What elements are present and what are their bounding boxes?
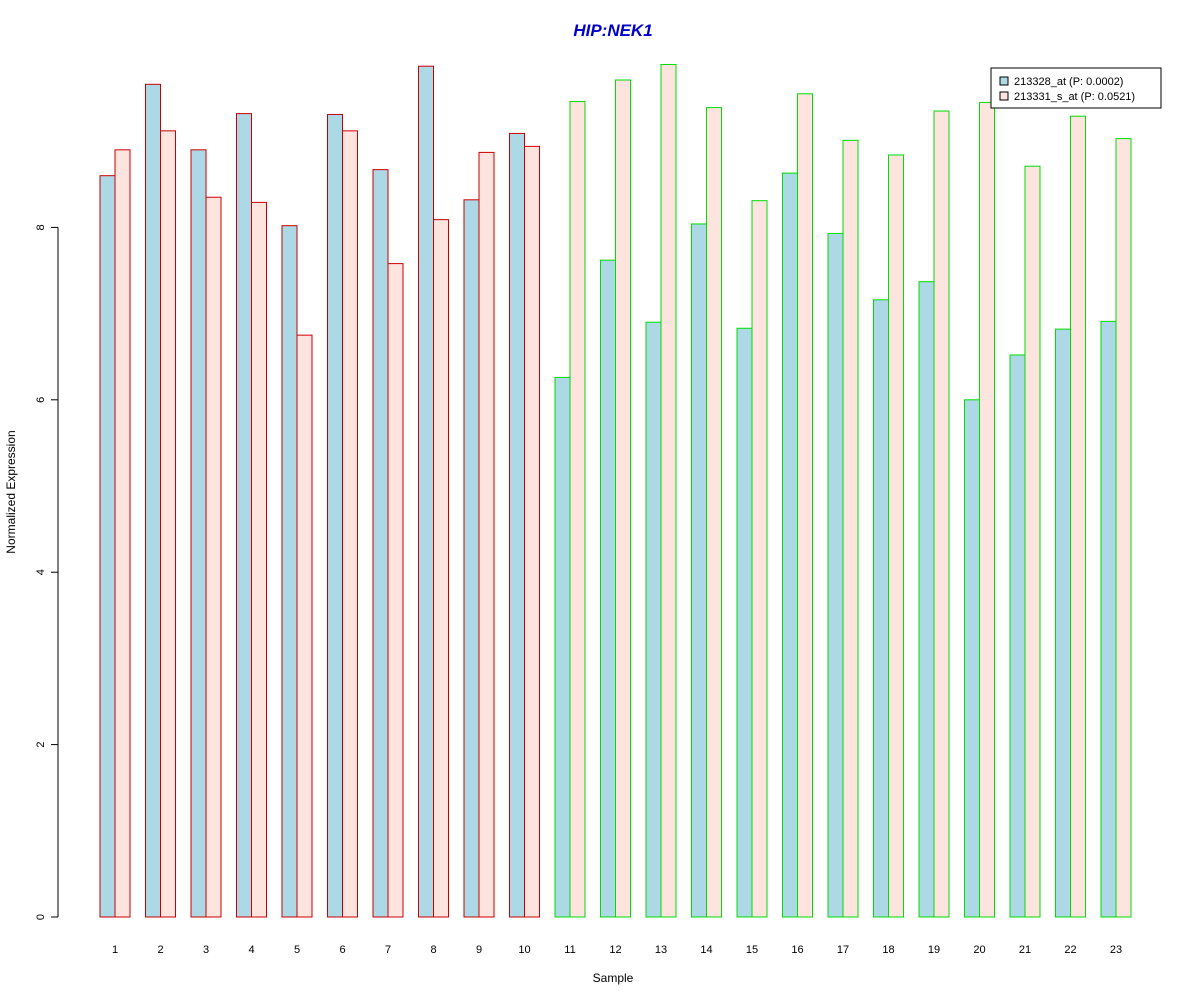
x-tick-label: 16: [791, 944, 803, 956]
bar-sample-2-series-2: [160, 130, 176, 918]
bar-sample-9-series-2: [478, 151, 495, 918]
bar-sample-17-series-1: [827, 232, 844, 918]
bar-sample-3-series-2: [205, 196, 222, 918]
bar-sample-14-series-1: [691, 223, 707, 918]
x-axis-label: Sample: [593, 971, 634, 985]
bar-sample-21-series-1: [1009, 354, 1026, 918]
bar-sample-23-series-1: [1100, 320, 1117, 918]
bar-sample-21-series-2: [1024, 165, 1041, 918]
bar-sample-10-series-1: [509, 132, 525, 918]
bar-sample-5-series-2: [296, 334, 313, 918]
y-tick-label: 0: [35, 914, 47, 920]
bar-sample-22-series-2: [1070, 115, 1086, 918]
bar-sample-13-series-1: [645, 321, 662, 918]
x-tick-label: 17: [837, 944, 849, 956]
bar-sample-7-series-2: [387, 263, 404, 918]
x-tick-label: 23: [1110, 944, 1122, 956]
legend: 213328_at (P: 0.0002) 213331_s_at (P: 0.0…: [990, 67, 1162, 109]
bar-sample-11-series-2: [569, 101, 586, 918]
x-tick-label: 2: [157, 944, 163, 956]
bar-sample-20-series-2: [979, 101, 995, 918]
bar-sample-5-series-1: [281, 225, 298, 918]
bar-sample-8-series-1: [418, 65, 434, 918]
y-tick-label: 8: [35, 224, 47, 230]
x-tick-label: 19: [928, 944, 940, 956]
bar-sample-3-series-1: [190, 149, 207, 918]
bar-sample-13-series-2: [660, 63, 677, 918]
bar-sample-4-series-2: [251, 201, 267, 918]
y-tick-label: 6: [35, 397, 47, 403]
bar-sample-11-series-1: [554, 376, 571, 918]
y-axis: 0 2 4 6 8: [35, 224, 59, 920]
x-tick-label: 11: [564, 944, 575, 956]
x-tick-label: 10: [518, 944, 530, 956]
x-tick-labels: 1 2 3 4 5 6 7 8 9 10 11 12 13 14 15 16 17 18 19 20 21 22 23: [112, 944, 1122, 956]
x-tick-label: 21: [1019, 944, 1031, 956]
x-tick-label: 22: [1064, 944, 1076, 956]
bar-sample-15-series-2: [751, 200, 768, 918]
bar-sample-18-series-1: [873, 299, 889, 918]
bar-sample-9-series-1: [463, 199, 480, 918]
x-tick-label: 7: [385, 944, 391, 956]
x-tick-label: 4: [248, 944, 254, 956]
legend-entry: 213328_at (P: 0.0002): [1014, 76, 1123, 88]
x-tick-label: 9: [476, 944, 482, 956]
bar-sample-23-series-2: [1115, 138, 1132, 918]
bar-sample-19-series-2: [933, 110, 950, 918]
legend-swatch: [999, 76, 1009, 86]
x-tick-label: 13: [655, 944, 667, 956]
x-tick-label: 15: [746, 944, 758, 956]
y-tick-label: 2: [35, 742, 47, 748]
x-tick-label: 18: [882, 944, 894, 956]
x-tick-label: 1: [112, 944, 118, 956]
legend-swatch: [999, 91, 1009, 101]
bar-sample-16-series-1: [782, 172, 798, 918]
bar-sample-7-series-1: [372, 169, 389, 918]
chart-title: HIP:NEK1: [573, 21, 652, 40]
bar-sample-17-series-2: [842, 139, 859, 918]
bar-sample-6-series-1: [327, 113, 343, 918]
y-tick-label: 4: [35, 569, 47, 575]
bar-sample-1-series-2: [114, 149, 131, 918]
x-tick-label: 5: [294, 944, 300, 956]
x-tick-label: 14: [700, 944, 712, 956]
bar-sample-14-series-2: [706, 107, 722, 918]
x-tick-label: 20: [973, 944, 985, 956]
bar-sample-2-series-1: [145, 83, 161, 918]
legend-box: [990, 67, 1162, 109]
bar-sample-19-series-1: [918, 281, 935, 918]
bar-sample-4-series-1: [236, 113, 252, 918]
bar-sample-15-series-1: [736, 327, 753, 918]
y-axis-label: Normalized Expression: [4, 430, 18, 553]
bar-sample-8-series-2: [433, 219, 449, 918]
x-tick-label: 6: [339, 944, 345, 956]
bar-sample-10-series-2: [524, 145, 540, 918]
bar-sample-20-series-1: [964, 399, 980, 918]
bar-sample-1-series-1: [99, 175, 116, 918]
bar-sample-6-series-2: [342, 130, 358, 918]
bar-sample-16-series-2: [797, 93, 813, 918]
bar-sample-12-series-1: [600, 259, 616, 918]
bars-group: [99, 63, 1132, 918]
bar-sample-18-series-2: [888, 154, 904, 918]
x-tick-label: 8: [430, 944, 436, 956]
x-tick-label: 12: [609, 944, 621, 956]
x-tick-label: 3: [203, 944, 209, 956]
bar-sample-22-series-1: [1055, 328, 1071, 918]
legend-entry: 213331_s_at (P: 0.0521): [1014, 91, 1135, 103]
bar-sample-12-series-2: [615, 79, 631, 918]
